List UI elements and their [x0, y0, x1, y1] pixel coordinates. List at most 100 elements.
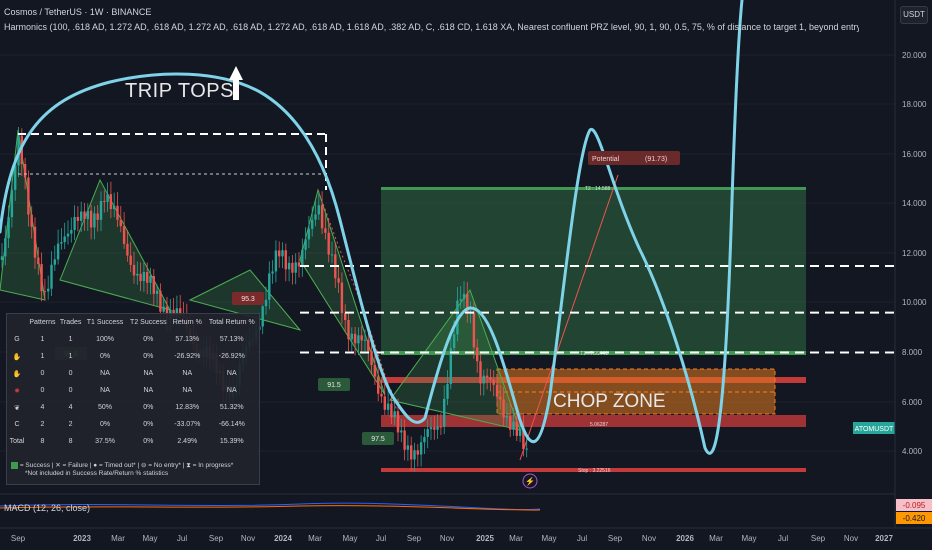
stats-cell: 2 [68, 421, 73, 428]
candle-body [472, 312, 476, 348]
candle-body [423, 436, 426, 443]
candle-body [416, 450, 419, 455]
candle-body [14, 165, 17, 190]
pattern-type-icon: ✋ [12, 370, 22, 378]
candle-body [357, 335, 360, 344]
stats-header-cell: T2 Success [130, 319, 167, 326]
candle-body [159, 290, 162, 312]
stats-cell: NA [143, 370, 154, 377]
stats-cell: 1 [40, 336, 45, 343]
candle-body [482, 375, 485, 384]
candle-body [340, 282, 344, 314]
t1-label: T1 : 7.99441 [580, 351, 608, 357]
indicator-settings[interactable]: Harmonics (100, .618 AD, 1.272 AD, .618 … [4, 22, 859, 32]
x-tick-label: Sep [608, 534, 623, 543]
macd-pane: -0.095 -0.420 [0, 493, 932, 524]
candle-body [363, 339, 367, 341]
stats-cell: NA [100, 387, 110, 394]
macd-label[interactable]: MACD (12, 26, close) [4, 503, 91, 513]
candle-body [495, 384, 499, 397]
stats-row: ❦ 4 4 50% 0% 12.83% 51.32% [7, 399, 259, 416]
pattern-type-icon: G [14, 336, 20, 343]
candle-body [350, 333, 353, 340]
candle-body [162, 306, 165, 312]
pattern-type-icon: ❦ [14, 404, 20, 412]
candle-body [119, 219, 122, 227]
x-tick-label: May [342, 534, 357, 543]
candle-body [136, 273, 139, 276]
candle-body [76, 216, 80, 221]
stats-cell: 50% [98, 404, 113, 411]
candle-body [23, 164, 27, 178]
stats-header-icon [7, 314, 27, 331]
candle-body [0, 256, 4, 260]
candle-body [175, 308, 179, 317]
candle-body [152, 276, 155, 294]
x-tick-label: Mar [308, 534, 322, 543]
stats-cell: 100% [96, 336, 114, 343]
candle-body [149, 276, 152, 283]
projection-curve [0, 0, 744, 455]
candle-body [139, 273, 142, 282]
candle-body [311, 219, 314, 229]
candle-body [492, 379, 495, 385]
harmonic-pattern [389, 288, 521, 431]
candle-body [60, 242, 63, 244]
candle-body [284, 250, 287, 270]
stats-cell: 2.49% [177, 438, 198, 445]
candle-body [70, 229, 73, 234]
pattern-type-icon: Total [9, 438, 25, 445]
stats-header-cell: Patterns [29, 319, 56, 326]
candle-body [403, 430, 406, 450]
candle-body [113, 205, 116, 209]
candle-body [426, 429, 429, 437]
x-tick-label: Sep [811, 534, 826, 543]
signal-tag [896, 512, 932, 524]
candle-body [459, 299, 462, 301]
chop-zone-label: CHOP ZONE [553, 391, 666, 412]
candle-body [155, 290, 159, 294]
x-tick-label: Nov [241, 534, 255, 543]
candle-body [43, 291, 47, 293]
candle-body [129, 255, 132, 265]
trip-tops-label: TRIP TOPS [125, 80, 234, 102]
currency-button[interactable]: USDT [900, 6, 928, 24]
lightning-glyph: ⚡ [525, 476, 535, 486]
stats-cell: 0% [99, 421, 111, 428]
candle-body [509, 415, 512, 430]
stats-header-cell: Trades [59, 319, 82, 326]
candle-body [439, 426, 443, 428]
pattern-score: 97.5 [371, 436, 385, 443]
candle-body [109, 194, 113, 209]
y-tick-label: 18.000 [902, 100, 927, 109]
candle-body [386, 403, 390, 410]
x-tick-label: Nov [440, 534, 454, 543]
t2-label: T2 : 14.588 [585, 186, 611, 192]
candle-body [390, 403, 393, 418]
candle-body [73, 216, 76, 230]
macd-tag [896, 499, 932, 511]
x-tick-label: Nov [844, 534, 858, 543]
candle-body [122, 226, 126, 244]
macd-line [0, 502, 541, 510]
stats-cell: 37.5% [95, 438, 115, 445]
stats-cell: 0% [143, 353, 154, 360]
t2-line [381, 187, 806, 190]
candle-body [377, 376, 380, 394]
entry-label: 5.06287 [590, 422, 608, 428]
pattern-type-icon: ✸ [14, 387, 20, 395]
stats-cell: 1 [68, 336, 73, 343]
stats-header-cell: T1 Success [86, 319, 124, 326]
candle-body [4, 238, 7, 257]
x-tick-label: Jul [177, 534, 187, 543]
candle-body [142, 272, 146, 282]
candle-body [380, 393, 383, 397]
stats-row: ✋ 0 0 NA NA NA NA [7, 365, 259, 382]
stats-cell: 0% [143, 404, 154, 411]
stats-cell: 0% [99, 353, 111, 360]
potential-badge [588, 151, 680, 165]
stats-cell: NA [182, 387, 193, 394]
symbol-tag [853, 422, 895, 434]
candle-body [116, 205, 119, 220]
